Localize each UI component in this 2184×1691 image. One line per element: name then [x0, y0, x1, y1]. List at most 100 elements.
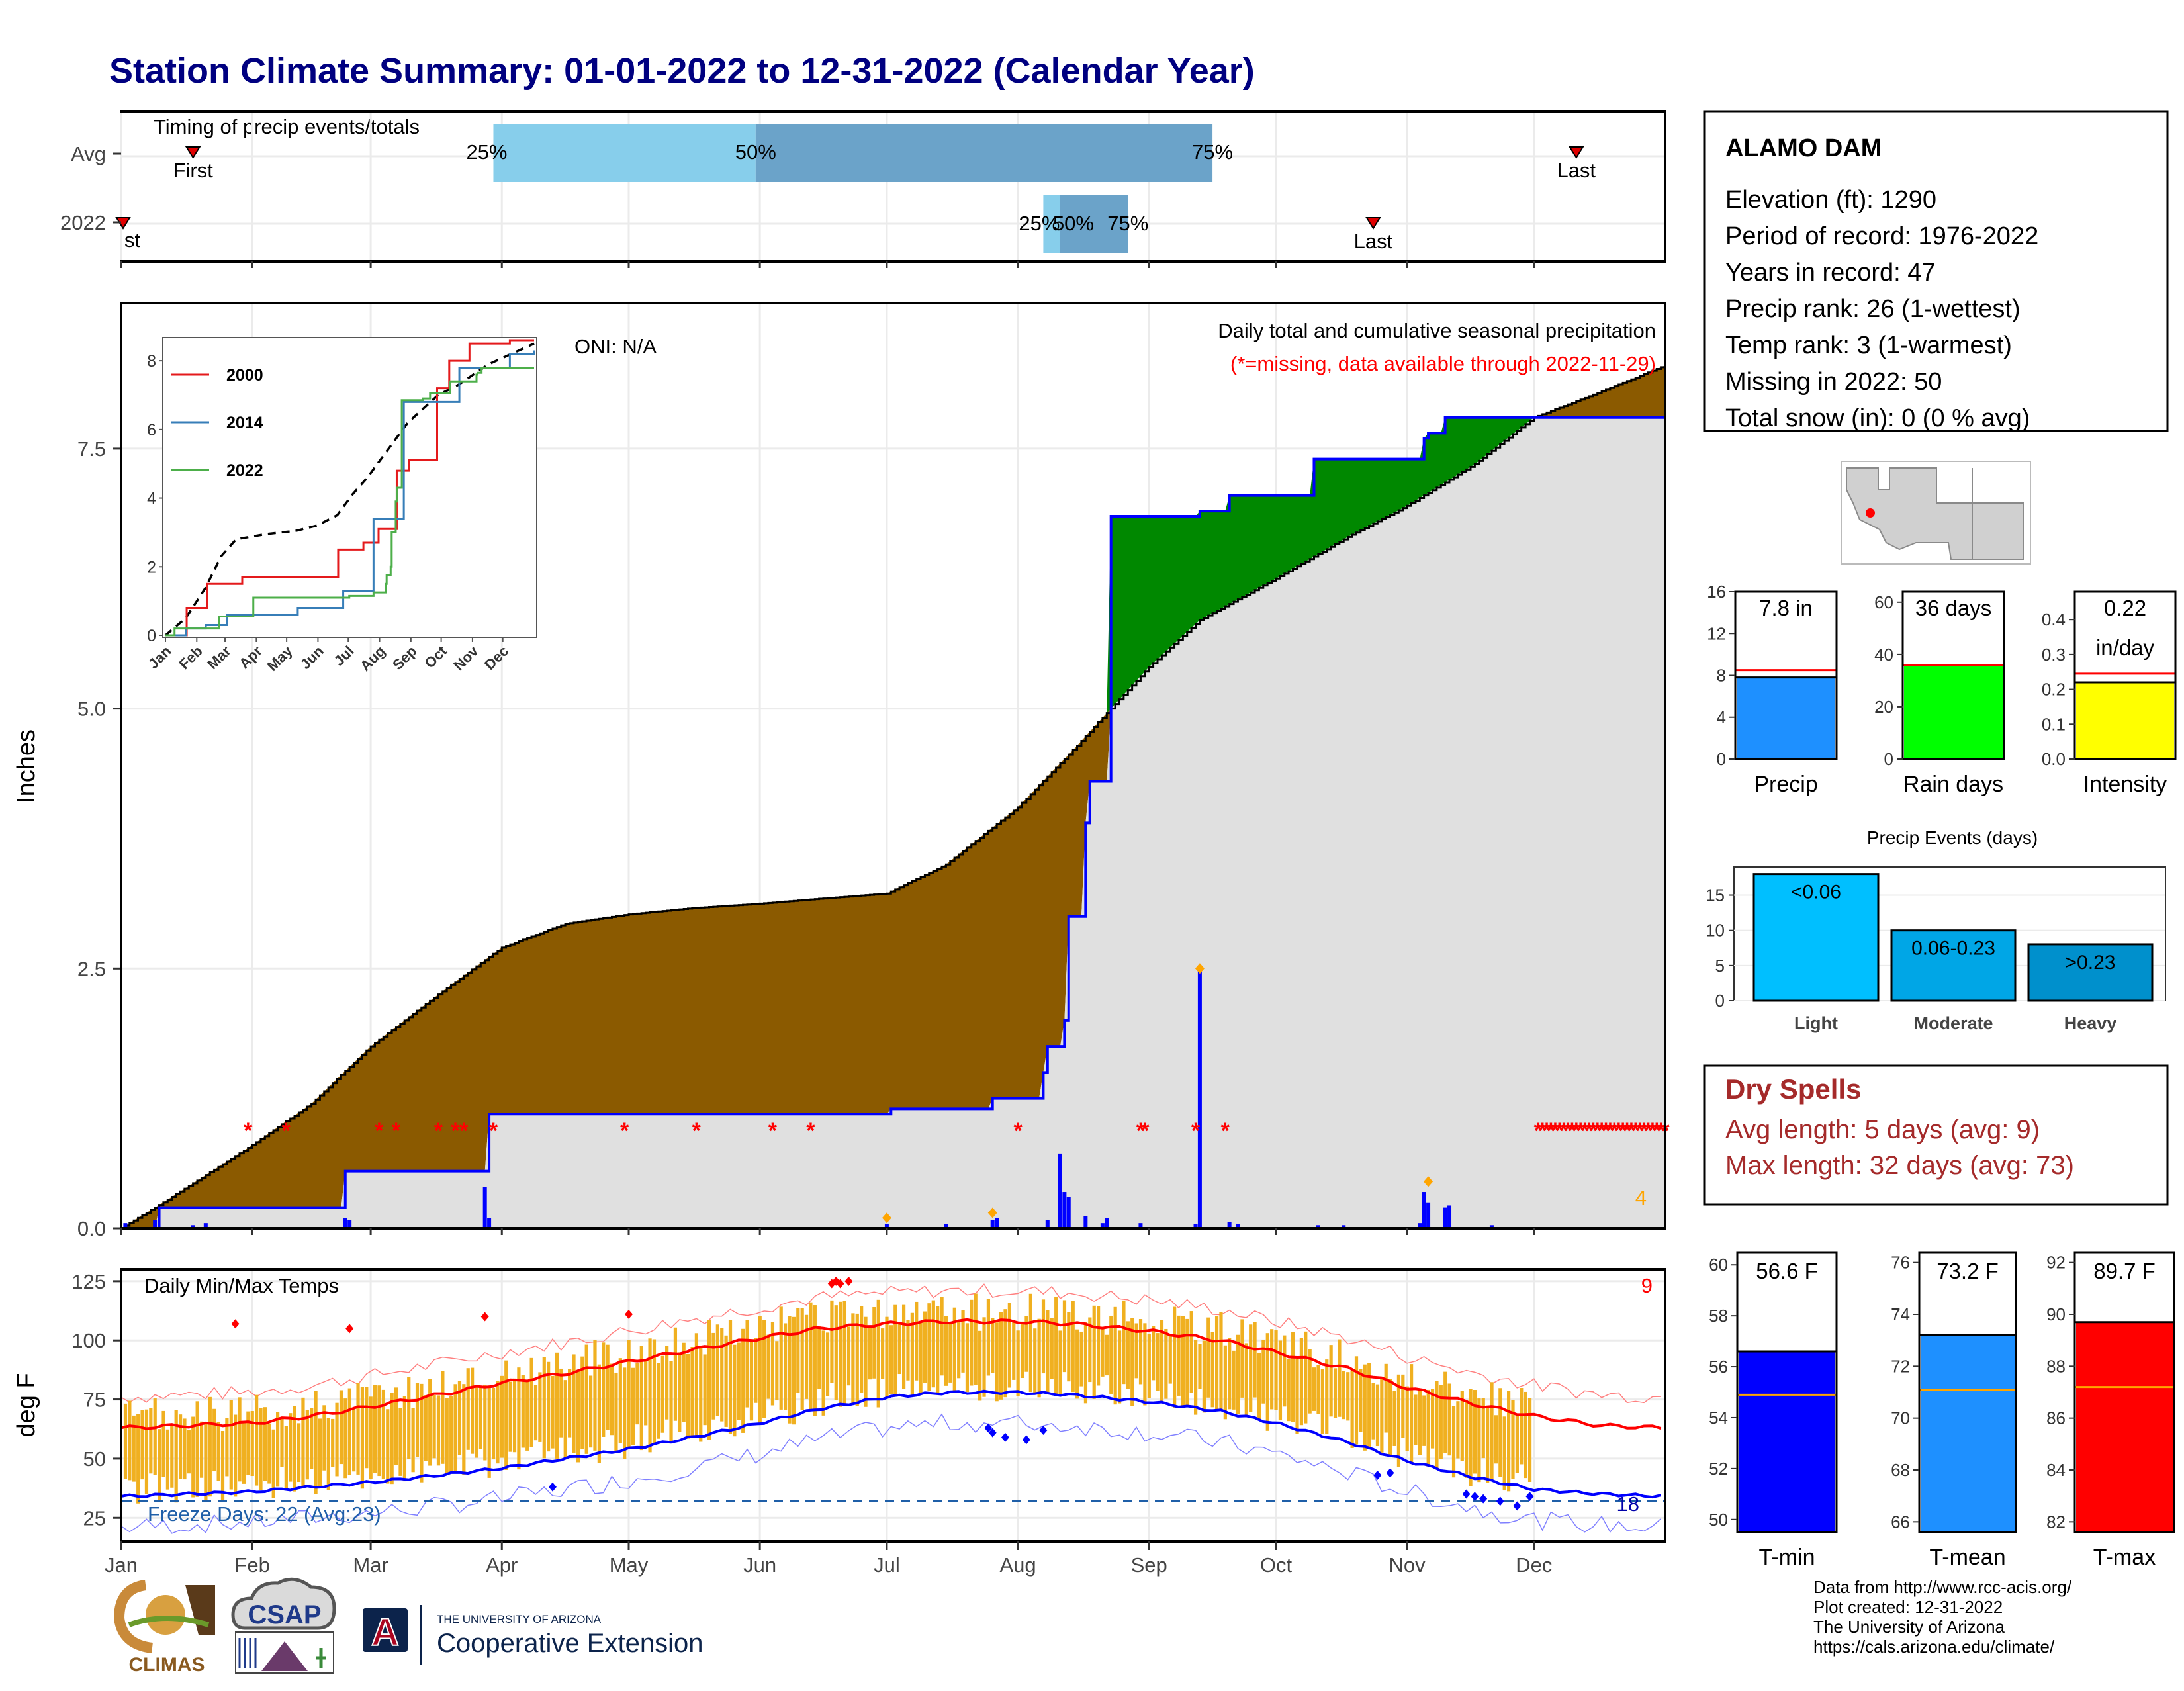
dry-spells-frame — [1703, 1064, 2169, 1206]
dry-spells-box: Dry Spells Avg length: 5 days (avg: 9) M… — [1703, 1064, 2169, 1206]
daily-temp-range-bar — [174, 1410, 178, 1503]
daily-temp-range-bar — [365, 1387, 369, 1469]
daily-temp-range-bar — [1168, 1334, 1172, 1384]
record-low-marker — [1373, 1470, 1382, 1480]
mini-bar-value — [2076, 682, 2174, 758]
daily-temp-range-bar — [800, 1308, 804, 1410]
events-bar — [1752, 873, 1880, 1002]
daily-temp-range-bar — [238, 1397, 242, 1482]
events-bar-label: 0.06-0.23 — [1911, 938, 1995, 960]
daily-temp-range-bar — [584, 1344, 588, 1454]
daily-temp-range-bar — [1033, 1328, 1037, 1395]
daily-temp-range-bar — [1177, 1315, 1181, 1396]
daily-temp-range-bar — [250, 1411, 254, 1477]
daily-temp-range-bar — [144, 1409, 149, 1494]
daily-temp-range-bar — [478, 1386, 483, 1449]
events-y-tick-label: 15 — [1706, 886, 1725, 905]
mini-bar-value-label: 7.8 in — [1759, 596, 1813, 620]
precip-record-marker — [882, 1212, 891, 1224]
daily-temp-range-bar — [1206, 1317, 1210, 1398]
daily-temp-range-bar — [538, 1372, 542, 1442]
daily-temp-range-bar — [289, 1413, 293, 1482]
month-label: Nov — [1389, 1553, 1426, 1577]
daily-temp-range-bar — [623, 1367, 627, 1459]
missing-day-marker: * — [1136, 1119, 1146, 1144]
daily-temp-range-bar — [644, 1361, 648, 1426]
precip-record-marker — [1195, 963, 1205, 974]
missing-day-marker: * — [1618, 1119, 1627, 1144]
daily-temp-range-bar — [132, 1415, 136, 1482]
daily-temp-range-bar — [1020, 1321, 1024, 1379]
daily-temp-range-bar — [1367, 1363, 1371, 1449]
daily-temp-range-bar — [1270, 1329, 1274, 1410]
daily-temp-range-bar — [563, 1380, 567, 1459]
missing-day-marker: * — [692, 1119, 702, 1144]
record-high-marker — [231, 1319, 240, 1329]
daily-temp-range-bar — [1320, 1369, 1324, 1434]
csap-frame — [235, 1631, 334, 1674]
daily-temp-range-bar — [314, 1391, 318, 1494]
missing-day-marker: * — [1606, 1119, 1615, 1144]
footer-url: https://cals.arizona.edu/climate/ — [1813, 1637, 2055, 1657]
precip-daily-bar — [1105, 1218, 1109, 1228]
daily-temp-range-bar — [123, 1403, 128, 1479]
station-info-line: Years in record: 47 — [1725, 259, 1936, 287]
daily-temp-range-bar — [525, 1381, 529, 1451]
daily-temp-range-bar — [1028, 1293, 1032, 1393]
daily-temp-range-bar — [779, 1306, 783, 1410]
timing-2022-25-label: 25% — [1019, 212, 1060, 235]
missing-day-marker: * — [1572, 1119, 1581, 1144]
precip-daily-bar — [990, 1220, 995, 1228]
daily-temp-range-bar — [889, 1325, 893, 1394]
events-category-label: Moderate — [1913, 1013, 1993, 1033]
csap-rain — [238, 1638, 257, 1668]
daily-temp-range-bar — [745, 1320, 749, 1408]
precip-cumulative-fill — [121, 417, 1665, 1228]
daily-temp-range-bar — [128, 1400, 132, 1481]
daily-temp-range-bar — [267, 1423, 271, 1484]
daily-temp-range-bar — [699, 1347, 703, 1442]
mini-bar-tick-label: 12 — [1707, 623, 1726, 643]
daily-temp-range-bar — [923, 1311, 927, 1383]
daily-temp-range-bar — [1152, 1326, 1156, 1381]
temp-frame — [120, 1268, 1666, 1543]
daily-temp-range-bar — [711, 1332, 715, 1420]
daily-temp-range-bar — [491, 1387, 496, 1460]
record-high-marker — [345, 1324, 354, 1334]
daily-temp-range-bar — [347, 1388, 351, 1475]
daily-temp-range-bar — [796, 1308, 800, 1394]
precip-daily-bar — [123, 1223, 128, 1228]
daily-temp-range-bar — [669, 1361, 673, 1441]
missing-day-marker: * — [1635, 1119, 1645, 1144]
daily-temp-range-bar — [1143, 1323, 1147, 1406]
daily-temp-range-bar — [1405, 1386, 1409, 1451]
daily-temp-range-bar — [1126, 1321, 1130, 1389]
daily-temp-range-bar — [1232, 1350, 1236, 1410]
missing-day-marker: * — [1584, 1119, 1594, 1144]
temp-bar-tick-label: 72 — [1891, 1356, 1910, 1376]
daily-temp-range-bar — [216, 1422, 220, 1481]
daily-temp-range-bar — [1071, 1301, 1075, 1393]
missing-day-marker: * — [1547, 1119, 1556, 1144]
daily-temp-range-bar — [846, 1326, 851, 1386]
mini-bar-value-label: 0.22 — [2104, 596, 2146, 620]
daily-temp-range-bar — [373, 1385, 377, 1473]
daily-temp-range-bar — [445, 1398, 449, 1475]
events-y-tick-label: 10 — [1706, 921, 1725, 940]
csap-mountain — [261, 1641, 308, 1671]
timing-2022-last-label: Last — [1354, 230, 1393, 253]
daily-temp-range-bar — [471, 1367, 475, 1454]
daily-temp-range-bar — [792, 1316, 796, 1425]
daily-temp-range-bar — [995, 1322, 999, 1402]
daily-temp-range-bar — [1037, 1318, 1041, 1398]
temp-bar-outline — [2073, 1251, 2175, 1533]
precip-y-tick-label: 2.5 — [77, 957, 106, 980]
daily-temp-range-bar — [1041, 1299, 1046, 1374]
missing-day-marker: * — [1580, 1119, 1590, 1144]
temp-bar-tick-label: 50 — [1709, 1510, 1728, 1530]
timing-2022-last-marker — [1365, 217, 1381, 230]
timing-bar-25-50 — [493, 124, 756, 182]
temp-bar-value-label: 89.7 F — [2093, 1259, 2156, 1283]
daily-temp-range-bar — [568, 1369, 572, 1438]
daily-temp-range-bar — [360, 1387, 365, 1489]
